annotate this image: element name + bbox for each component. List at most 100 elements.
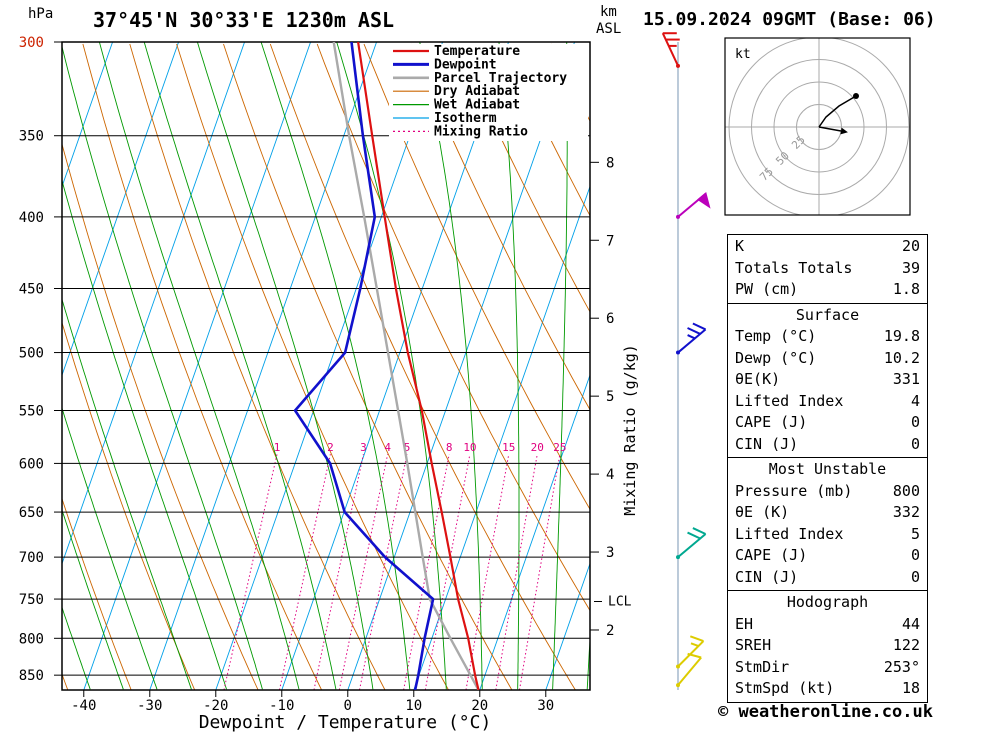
stat-label: CIN (J) — [735, 567, 799, 586]
stat-value: 0 — [910, 434, 920, 453]
stats-section-title: Most Unstable — [768, 460, 887, 478]
svg-text:7: 7 — [606, 233, 614, 249]
stat-value: 4 — [910, 391, 920, 410]
stat-row: K 20 — [728, 236, 927, 258]
hodograph-unit-label: kt — [735, 47, 751, 62]
lcl-label: LCL — [608, 594, 632, 609]
svg-text:500: 500 — [19, 346, 44, 362]
stat-row: θE(K) 331 — [728, 369, 927, 391]
stat-row: θE (K) 332 — [728, 502, 927, 524]
svg-text:-20: -20 — [203, 698, 228, 714]
stat-label: K — [735, 237, 745, 255]
hodograph-border — [724, 37, 911, 216]
stats-section-title: Surface — [795, 305, 860, 324]
x-axis-ticks — [83, 690, 547, 697]
wet-adiabat-lines — [62, 42, 590, 690]
wind-barb — [676, 652, 702, 688]
svg-text:Parcel Trajectory: Parcel Trajectory — [434, 71, 567, 86]
svg-text:300: 300 — [19, 35, 44, 51]
hodograph-ring — [751, 59, 887, 195]
svg-text:4: 4 — [606, 467, 614, 483]
pressure-unit-label: hPa — [28, 6, 54, 22]
stats-section: Surface Temp (°C) 19.8 Dewp (°C) 10.2 θE(K) 33… — [728, 302, 927, 458]
x-axis-labels: -40 -30 -20 -10 0 10 20 30 — [71, 698, 554, 714]
svg-text:3: 3 — [360, 441, 367, 454]
stat-row: StmSpd (kt) 18 — [728, 678, 927, 700]
stat-row: CAPE (J) 0 — [728, 412, 927, 434]
svg-text:750: 750 — [19, 592, 44, 608]
stat-row: Lifted Index 5 — [728, 524, 927, 546]
stat-value: 39 — [901, 258, 920, 277]
mixing-ratio-lines — [223, 454, 561, 690]
km-axis-ticks — [590, 161, 599, 631]
svg-text:350: 350 — [19, 129, 44, 145]
stat-row: Pressure (mb) 800 — [728, 481, 927, 503]
svg-text:3: 3 — [606, 545, 614, 561]
svg-text:6: 6 — [606, 311, 614, 327]
svg-text:400: 400 — [19, 210, 44, 226]
svg-text:1: 1 — [274, 441, 281, 454]
svg-text:20: 20 — [471, 698, 488, 714]
svg-text:25: 25 — [553, 441, 566, 454]
svg-text:15: 15 — [502, 441, 515, 454]
svg-text:-10: -10 — [269, 698, 294, 714]
datetime-label: 15.09.2024 09GMT (Base: 06) — [643, 9, 936, 30]
stat-row: CAPE (J) 0 — [728, 545, 927, 567]
svg-text:Temperature: Temperature — [434, 44, 520, 59]
svg-text:5: 5 — [606, 389, 614, 405]
wind-barb — [676, 322, 707, 355]
svg-text:8: 8 — [446, 441, 453, 454]
svg-text:450: 450 — [19, 282, 44, 298]
svg-text:650: 650 — [19, 505, 44, 521]
stat-label: CAPE (J) — [735, 546, 808, 564]
isotherm-lines — [62, 42, 590, 690]
station-title: 37°45'N 30°33'E 1230m ASL — [93, 8, 395, 32]
stats-section: K 20 Totals Totals 39 PW (cm) 1.8 — [728, 235, 927, 303]
svg-text:8: 8 — [606, 155, 614, 171]
km-axis-unit: km — [600, 4, 617, 20]
stat-label: StmDir — [735, 657, 790, 676]
wind-barbs — [661, 32, 711, 688]
svg-text:700: 700 — [19, 550, 44, 566]
stat-label: Pressure (mb) — [735, 481, 853, 500]
svg-text:2: 2 — [606, 623, 614, 639]
svg-text:Isotherm: Isotherm — [434, 111, 497, 126]
stat-row: EH 44 — [728, 614, 927, 636]
legend-background — [389, 44, 588, 141]
wind-barb — [676, 635, 705, 669]
stat-value: 0 — [910, 546, 920, 564]
stat-value: 0 — [910, 413, 920, 431]
hodograph-ring — [796, 104, 842, 150]
stat-value: 20 — [901, 237, 920, 255]
svg-text:Dry Adiabat: Dry Adiabat — [434, 84, 520, 99]
svg-text:10: 10 — [405, 698, 422, 714]
stat-row: CIN (J) 0 — [728, 434, 927, 456]
stat-label: Lifted Index — [735, 524, 844, 543]
svg-text:-40: -40 — [71, 698, 96, 714]
stat-value: 10.2 — [883, 348, 920, 367]
stats-table: K 20 Totals Totals 39 PW (cm) 1.8 Surface Temp … — [727, 234, 928, 703]
curve-temperature — [357, 42, 480, 690]
km-axis-labels: 2 3 4 5 6 7 8 — [606, 155, 614, 639]
svg-text:10: 10 — [463, 441, 476, 454]
stat-row: PW (cm) 1.8 — [728, 279, 927, 301]
stat-value: 18 — [901, 679, 920, 697]
asl-axis-unit: ASL — [596, 21, 622, 37]
dry-adiabat-lines — [62, 43, 590, 690]
wind-barb — [676, 527, 707, 560]
copyright: © weatheronline.co.uk — [718, 702, 933, 722]
pressure-grid — [54, 41, 590, 676]
stat-value: 0 — [910, 567, 920, 586]
stat-row: StmDir 253° — [728, 657, 927, 679]
x-axis-title: Dewpoint / Temperature (°C) — [198, 712, 492, 733]
stat-label: θE (K) — [735, 503, 790, 521]
svg-text:550: 550 — [19, 404, 44, 420]
stat-value: 332 — [892, 503, 920, 521]
hodograph-trace — [818, 95, 857, 128]
stat-value: 253° — [883, 657, 920, 676]
svg-text:2: 2 — [327, 441, 334, 454]
stats-section-title: Hodograph — [786, 593, 869, 611]
